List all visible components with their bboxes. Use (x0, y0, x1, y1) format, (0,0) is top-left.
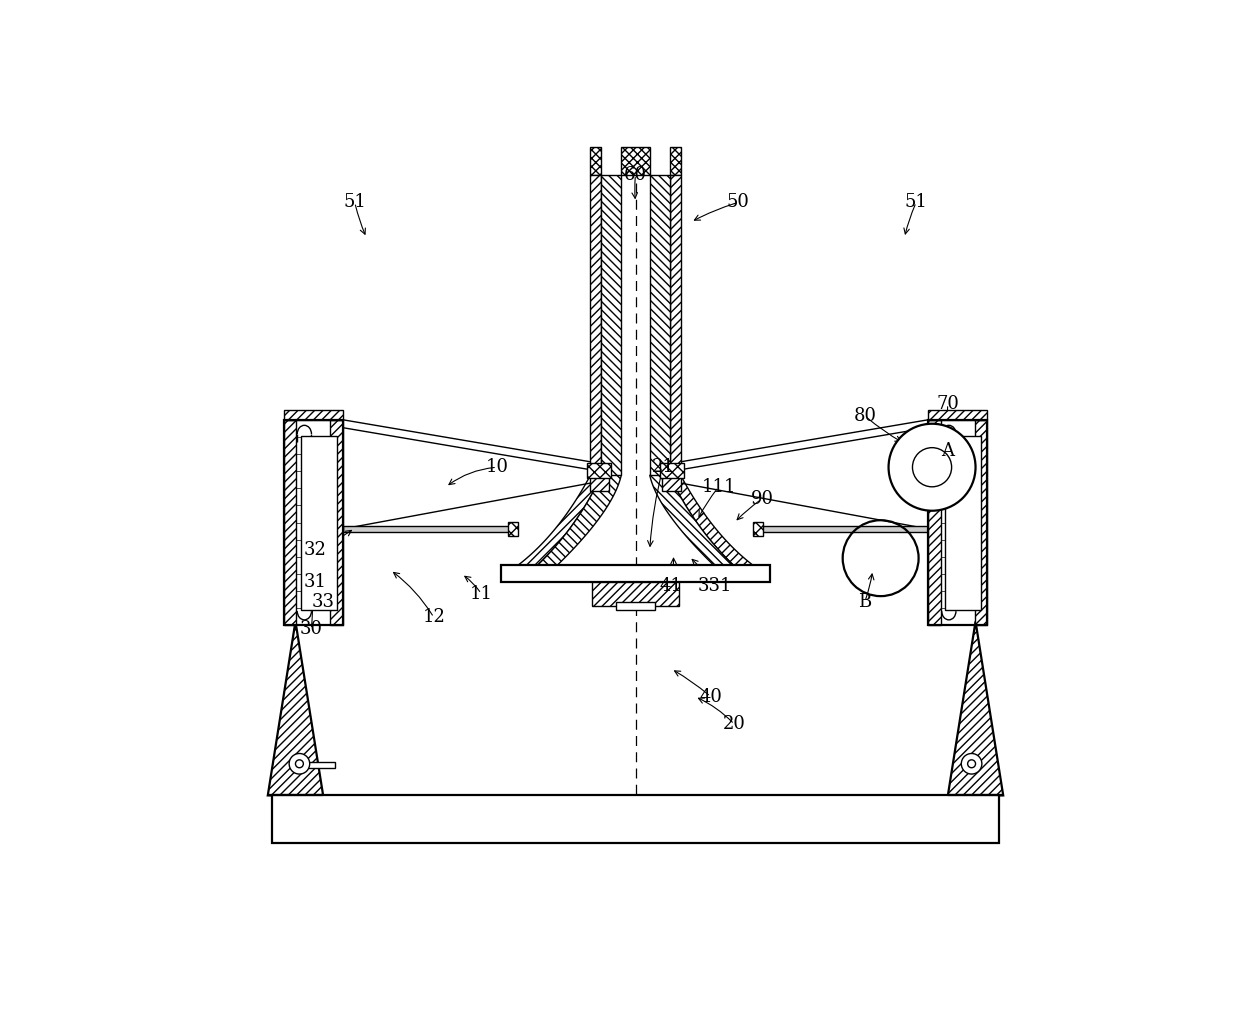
Bar (284, 420, 296, 625)
Text: 12: 12 (423, 608, 445, 626)
Polygon shape (517, 476, 601, 566)
Bar (272, 795, 999, 843)
Bar (343, 526, 508, 532)
Bar (928, 420, 987, 625)
Text: A: A (941, 443, 955, 460)
Text: 21: 21 (652, 458, 675, 477)
Polygon shape (650, 476, 734, 566)
Circle shape (961, 754, 982, 774)
Bar (660, 463, 683, 478)
Text: 30: 30 (300, 620, 322, 639)
Bar (650, 175, 670, 476)
Polygon shape (947, 621, 1003, 796)
Bar (945, 435, 981, 610)
Bar (763, 526, 928, 532)
Text: 31: 31 (304, 573, 326, 591)
Text: 32: 32 (304, 541, 326, 560)
Bar (616, 602, 655, 610)
Bar (928, 411, 987, 420)
Circle shape (889, 424, 976, 510)
Circle shape (289, 754, 310, 774)
Bar (621, 147, 650, 175)
Circle shape (967, 760, 976, 768)
Text: 20: 20 (723, 715, 745, 733)
Bar (301, 435, 336, 610)
Bar (590, 472, 609, 491)
Bar (284, 420, 343, 625)
Bar (670, 175, 681, 476)
Text: B: B (858, 593, 872, 611)
Polygon shape (670, 476, 754, 566)
Bar (508, 522, 517, 536)
Bar (330, 420, 343, 625)
Bar (975, 420, 987, 625)
Text: 80: 80 (853, 407, 877, 425)
Text: 60: 60 (624, 165, 647, 184)
Text: 33: 33 (311, 593, 335, 611)
Text: 41: 41 (660, 577, 682, 595)
Bar (501, 565, 770, 582)
Polygon shape (537, 476, 621, 566)
Bar (928, 420, 941, 625)
Bar (295, 762, 335, 768)
Text: 11: 11 (470, 584, 492, 603)
Text: 90: 90 (750, 490, 774, 508)
Circle shape (295, 760, 304, 768)
Bar (588, 463, 611, 478)
Bar (591, 582, 680, 606)
Bar (662, 472, 681, 491)
Bar (601, 175, 621, 476)
Text: 51: 51 (905, 193, 928, 212)
Circle shape (913, 448, 951, 487)
Bar (754, 522, 763, 536)
Bar (670, 147, 681, 175)
Text: 50: 50 (727, 193, 750, 212)
Text: 70: 70 (936, 395, 960, 413)
Bar (284, 411, 343, 420)
Text: 51: 51 (343, 193, 366, 212)
Polygon shape (268, 621, 324, 796)
Bar (590, 175, 601, 476)
Text: 40: 40 (699, 687, 722, 706)
Bar (590, 147, 601, 175)
Text: 331: 331 (697, 577, 732, 595)
Text: 111: 111 (702, 478, 735, 496)
Text: 10: 10 (486, 458, 508, 477)
